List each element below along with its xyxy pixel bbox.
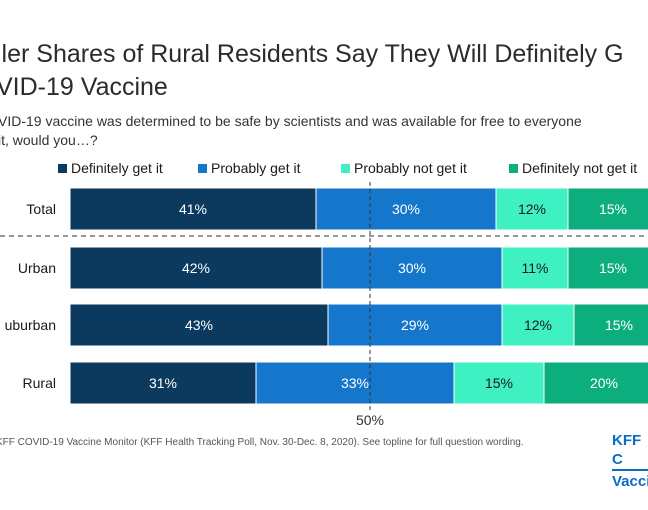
stacked-bar-chart: Total 41% 30% 12% 15% Urban 42% 30% 11% 15% uburba… [0,182,648,428]
bar-segment [495,187,569,231]
reference-line-label: 50% [356,412,384,428]
bar-segment [315,187,497,231]
legend-swatch [341,163,350,173]
data-label: 15% [599,201,627,217]
data-label: 33% [341,375,369,391]
legend-label: Definitely get it [71,160,163,176]
bar-segment [69,187,317,231]
legend-label: Probably get it [211,160,301,176]
data-label: 29% [401,317,429,333]
data-label: 30% [398,260,426,276]
category-label: Total [26,201,56,217]
data-label: 20% [590,375,618,391]
legend-label: Probably not get it [354,160,467,176]
bar-segment [567,246,648,290]
legend-item-definitely-get: Definitely get it [58,160,163,176]
data-label: 11% [522,260,549,276]
legend-label: Definitely not get it [522,160,638,176]
data-label: 12% [524,317,552,333]
legend-swatch [58,163,67,173]
legend-item-probably-get: Probably get it [198,160,301,176]
data-label: 43% [185,317,213,333]
bar-segment [573,303,648,347]
category-label: Urban [18,260,56,276]
data-label: 30% [392,201,420,217]
bar-segment [567,187,648,231]
data-label: 15% [605,317,633,333]
bar-segment [69,361,257,405]
bar-segment [501,303,575,347]
data-label: 15% [599,260,627,276]
chart-title: ller Shares of Rural Residents Say They … [0,40,624,101]
data-label: 42% [182,260,210,276]
data-label: 12% [518,201,546,217]
bar-segment [69,246,323,290]
data-label: 31% [149,375,177,391]
data-label: 41% [179,201,207,217]
kff-logo: KFF C Vacci [612,412,648,510]
legend: Definitely get it Probably get it Probab… [0,160,648,178]
category-label: Rural [23,375,56,391]
footnote: KFF COVID-19 Vaccine Monitor (KFF Health… [0,437,524,448]
category-label: uburban [5,317,56,333]
bar-segment [543,361,648,405]
data-label: 15% [485,375,513,391]
logo-line1: KFF C [612,432,642,468]
legend-item-probably-not-get: Probably not get it [341,160,467,176]
chart-subtitle: VID-19 vaccine was determined to be safe… [0,113,582,148]
logo-line2: Vacci [612,469,648,491]
bar-segment [453,361,545,405]
legend-swatch [198,163,207,173]
bar-segment [69,303,329,347]
legend-item-definitely-not-get: Definitely not get it [509,160,637,176]
bar-segment [501,246,569,290]
legend-swatch [509,163,518,173]
bar-segment [255,361,455,405]
